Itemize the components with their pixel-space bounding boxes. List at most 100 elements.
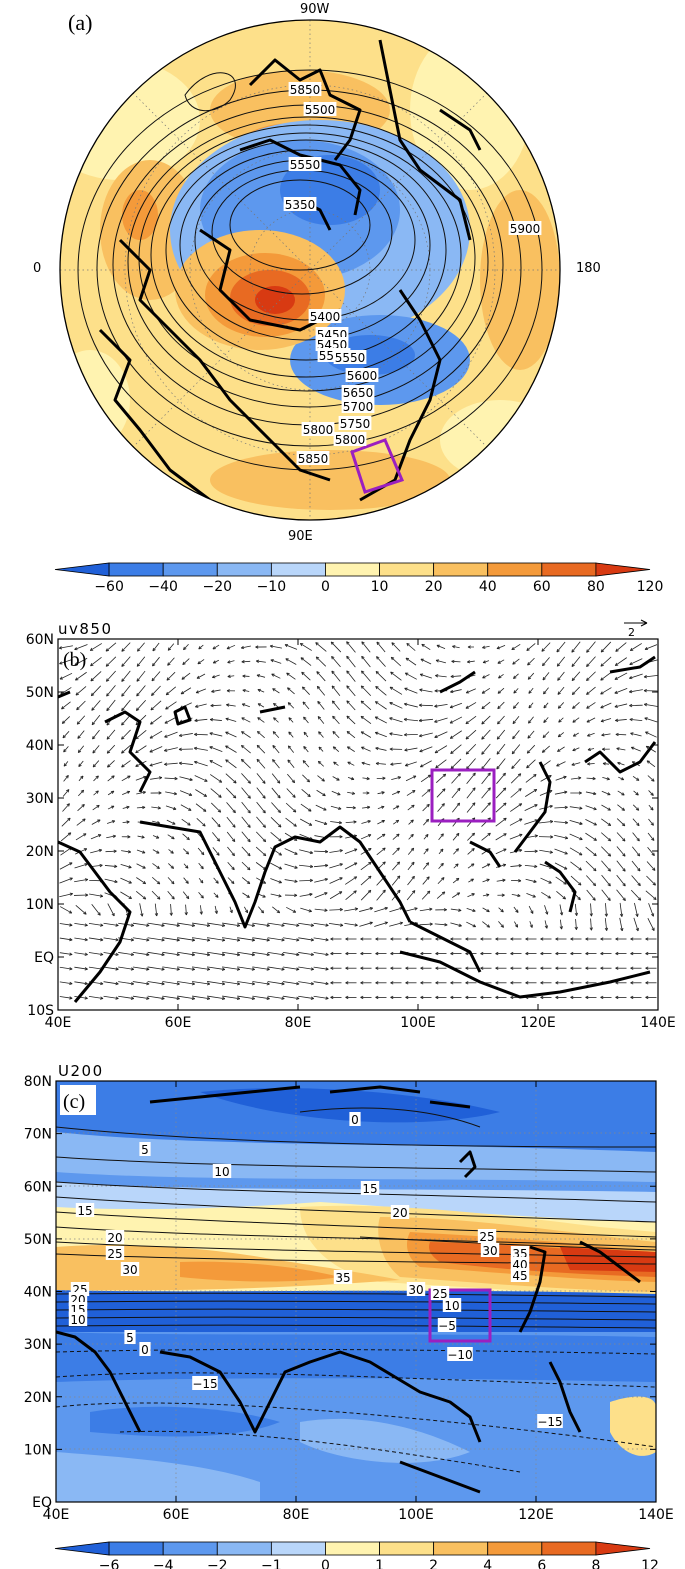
svg-text:5800: 5800 <box>303 423 334 437</box>
panel-c-xtick-1: 60E <box>163 1507 190 1523</box>
panel-c-ytick-6: 20N <box>24 1390 52 1406</box>
colorbar-a-tick-2: −20 <box>202 579 232 595</box>
svg-text:5400: 5400 <box>310 310 341 324</box>
colorbar-a-tick-6: 20 <box>425 579 443 595</box>
target-box-b <box>430 768 496 823</box>
contour-label-a-0: 5350 <box>283 197 317 212</box>
svg-text:5: 5 <box>126 1331 134 1345</box>
panel-c-ytick-4: 40N <box>24 1285 52 1301</box>
contour-label-c-20: 0 <box>139 1342 151 1357</box>
contour-label-c-25: −10 <box>447 1347 473 1362</box>
panel-c-ytick-1: 70N <box>24 1127 52 1143</box>
contour-label-a-10: 5700 <box>341 399 375 414</box>
colorbar-c-tick-9: 8 <box>591 1558 600 1569</box>
colorbar-a-tick-10: 120 <box>637 579 664 595</box>
contour-label-c-14: 45 <box>510 1268 530 1283</box>
colorbar-c-tick-0: −6 <box>99 1558 120 1569</box>
panel-b-xtick-4: 120E <box>520 1015 556 1031</box>
lon-label-left: 0 <box>33 261 41 276</box>
svg-text:10: 10 <box>444 1299 459 1313</box>
contour-label-c-6: 20 <box>105 1230 125 1245</box>
colorbar-c-tick-4: 0 <box>321 1558 330 1569</box>
svg-text:5550: 5550 <box>335 351 366 365</box>
contour-label-a-6: 5550 <box>333 350 367 365</box>
lon-label-right: 180 <box>576 261 601 276</box>
colorbar-a-tick-1: −40 <box>148 579 178 595</box>
colorbar-c-tick-8: 6 <box>537 1558 546 1569</box>
colorbar-a-tick-7: 40 <box>479 579 497 595</box>
svg-text:5850: 5850 <box>298 452 329 466</box>
panel-b-xtick-1: 60E <box>165 1015 192 1031</box>
contour-label-a-15: 5850 <box>288 82 322 97</box>
svg-text:20: 20 <box>392 1206 407 1220</box>
colorbar-a-tick-9: 80 <box>587 579 605 595</box>
panel-c-field: U200 <box>58 1062 104 1080</box>
contour-label-c-24: −5 <box>437 1318 457 1333</box>
svg-text:2: 2 <box>628 626 635 639</box>
svg-text:25: 25 <box>479 1230 494 1244</box>
anomaly-field <box>60 20 560 520</box>
svg-text:45: 45 <box>512 1269 527 1283</box>
panel-b-ytick-2: 40N <box>26 738 54 754</box>
contour-label-c-2: 10 <box>212 1164 232 1179</box>
contour-label-c-19: 5 <box>124 1330 136 1345</box>
panel-b-ytick-4: 20N <box>26 844 54 860</box>
svg-text:−10: −10 <box>447 1348 472 1362</box>
colorbar-c-tick-7: 4 <box>483 1558 492 1569</box>
contour-label-a-12: 5800 <box>333 432 367 447</box>
lon-label-bottom: 90E <box>288 529 313 544</box>
colorbar-a-tick-5: 10 <box>371 579 389 595</box>
contour-label-a-7: 5550 <box>288 157 322 172</box>
panel-b-ytick-1: 50N <box>26 685 54 701</box>
svg-text:5550: 5550 <box>290 158 321 172</box>
panel-c-xtick-0: 40E <box>43 1507 70 1523</box>
contour-label-c-8: 25 <box>105 1246 125 1261</box>
svg-text:5650: 5650 <box>343 386 374 400</box>
target-box-a <box>350 438 405 494</box>
contour-label-a-14: 5850 <box>296 451 330 466</box>
contour-label-c-21: 30 <box>406 1282 426 1297</box>
svg-text:5500: 5500 <box>305 103 336 117</box>
svg-text:30: 30 <box>482 1244 497 1258</box>
panel-b-xtick-5: 140E <box>640 1015 676 1031</box>
svg-text:20: 20 <box>107 1231 122 1245</box>
svg-text:10: 10 <box>214 1165 229 1179</box>
svg-text:5700: 5700 <box>343 400 374 414</box>
panel-c-xtick-5: 140E <box>638 1507 674 1523</box>
panel-b-xtick-3: 100E <box>400 1015 436 1031</box>
panel-c-ytick-2: 60N <box>24 1179 52 1195</box>
svg-text:15: 15 <box>362 1182 377 1196</box>
colorbar-c-tick-2: −2 <box>207 1558 228 1569</box>
panel-c-ytick-0: 80N <box>24 1074 52 1090</box>
svg-text:5350: 5350 <box>285 198 316 212</box>
svg-text:5: 5 <box>141 1143 149 1157</box>
contour-label-c-5: 20 <box>390 1205 410 1220</box>
panel-c-ytick-5: 30N <box>24 1337 52 1353</box>
svg-text:5850: 5850 <box>290 83 321 97</box>
colorbar-c: −6 −4 −2 −1 0 1 2 4 6 8 12 <box>54 1541 659 1569</box>
svg-text:0: 0 <box>141 1343 149 1357</box>
panel-b-xtick-2: 80E <box>285 1015 312 1031</box>
contour-label-a-8: 5600 <box>345 368 379 383</box>
coastlines-b <box>57 655 657 1003</box>
svg-text:10: 10 <box>70 1313 85 1327</box>
svg-text:0: 0 <box>351 1113 359 1127</box>
svg-text:5750: 5750 <box>340 417 371 431</box>
panel-b-ytick-0: 60N <box>26 632 54 648</box>
panel-c-xtick-3: 100E <box>398 1507 434 1523</box>
svg-text:5900: 5900 <box>510 222 541 236</box>
contour-label-c-12: 35 <box>333 1270 353 1285</box>
svg-text:−15: −15 <box>537 1415 562 1429</box>
panel-a-label: (a) <box>68 10 92 35</box>
contour-label-a-16: 5900 <box>508 221 542 236</box>
u200-anomaly-field <box>56 1081 656 1502</box>
svg-text:30: 30 <box>122 1263 137 1277</box>
panel-b-field: uv850 <box>58 620 113 638</box>
svg-text:5800: 5800 <box>335 433 366 447</box>
contour-label-c-7: 25 <box>477 1229 497 1244</box>
contour-label-a-9: 5650 <box>341 385 375 400</box>
svg-text:15: 15 <box>77 1204 92 1218</box>
colorbar-a-tick-8: 60 <box>533 579 551 595</box>
wind-vectors <box>58 641 659 1001</box>
colorbar-c-tick-10: 12 <box>641 1558 659 1569</box>
